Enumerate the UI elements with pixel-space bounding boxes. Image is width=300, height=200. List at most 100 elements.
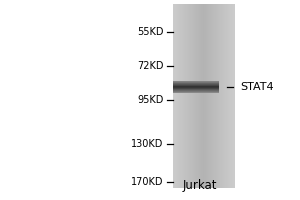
Bar — [211, 4, 212, 188]
Bar — [196, 4, 198, 188]
Bar — [200, 4, 201, 188]
Bar — [198, 4, 199, 188]
Bar — [228, 4, 229, 188]
Bar — [201, 4, 202, 188]
Bar — [182, 4, 184, 188]
Bar — [177, 4, 178, 188]
Bar — [173, 88, 219, 89]
Text: STAT4: STAT4 — [240, 82, 274, 92]
Bar — [226, 4, 227, 188]
Bar — [222, 4, 223, 188]
Bar — [173, 88, 219, 89]
Bar — [198, 4, 200, 188]
Bar — [173, 92, 219, 93]
Bar — [173, 83, 219, 84]
Bar — [224, 4, 225, 188]
Bar — [214, 4, 215, 188]
Bar — [188, 4, 190, 188]
Bar — [181, 4, 182, 188]
Bar — [209, 4, 211, 188]
Bar — [186, 4, 187, 188]
Bar — [187, 4, 188, 188]
Bar — [216, 4, 217, 188]
Bar — [222, 4, 224, 188]
Bar — [173, 85, 219, 86]
Bar — [205, 4, 206, 188]
Bar — [225, 4, 226, 188]
Bar — [185, 4, 187, 188]
Bar — [195, 4, 196, 188]
Bar — [207, 4, 208, 188]
Bar — [173, 82, 219, 83]
Bar — [223, 4, 224, 188]
Bar — [224, 4, 225, 188]
Bar — [173, 87, 219, 88]
Bar — [204, 4, 205, 188]
Bar — [199, 4, 200, 188]
Bar — [221, 4, 222, 188]
Bar — [173, 4, 174, 188]
Bar — [176, 4, 177, 188]
Bar — [225, 4, 226, 188]
Bar — [192, 4, 194, 188]
Bar — [173, 91, 219, 92]
Bar — [214, 4, 215, 188]
Bar — [178, 4, 179, 188]
Bar — [173, 81, 219, 82]
Bar — [176, 4, 177, 188]
Bar — [208, 4, 209, 188]
Bar — [180, 4, 181, 188]
Bar — [173, 82, 219, 83]
Text: 72KD: 72KD — [137, 61, 164, 71]
Bar — [232, 4, 233, 188]
Bar — [187, 4, 188, 188]
Bar — [194, 4, 195, 188]
Bar — [173, 92, 219, 93]
Bar — [181, 4, 182, 188]
Bar — [173, 82, 219, 83]
Bar — [194, 4, 195, 188]
Bar — [226, 4, 228, 188]
Bar — [220, 4, 222, 188]
Bar — [229, 4, 230, 188]
Bar — [206, 4, 208, 188]
Bar — [208, 4, 209, 188]
Bar — [195, 4, 196, 188]
Bar — [211, 4, 212, 188]
Bar — [231, 4, 232, 188]
Bar — [173, 89, 219, 90]
Bar — [174, 4, 175, 188]
Bar — [173, 91, 219, 92]
Bar — [184, 4, 185, 188]
Bar — [193, 4, 194, 188]
Bar — [175, 4, 176, 188]
Bar — [172, 4, 174, 188]
Bar — [202, 4, 203, 188]
Bar — [219, 4, 220, 188]
Text: 130KD: 130KD — [131, 139, 164, 149]
Bar — [200, 4, 201, 188]
Bar — [183, 4, 184, 188]
Bar — [173, 85, 219, 86]
Bar — [191, 4, 192, 188]
Bar — [173, 85, 219, 86]
Bar — [201, 4, 202, 188]
Bar — [173, 87, 219, 88]
Bar — [173, 84, 219, 85]
Bar — [196, 4, 197, 188]
Text: 55KD: 55KD — [137, 27, 164, 37]
Bar — [215, 4, 216, 188]
Bar — [173, 89, 219, 90]
Bar — [218, 4, 219, 188]
Bar — [173, 81, 219, 82]
Bar — [197, 4, 198, 188]
Bar — [219, 4, 220, 188]
Bar — [233, 4, 234, 188]
Bar — [213, 4, 214, 188]
Bar — [173, 91, 219, 92]
Bar — [174, 4, 175, 188]
Bar — [173, 86, 219, 87]
Bar — [173, 88, 219, 89]
Bar — [179, 4, 181, 188]
Text: 95KD: 95KD — [137, 95, 164, 105]
